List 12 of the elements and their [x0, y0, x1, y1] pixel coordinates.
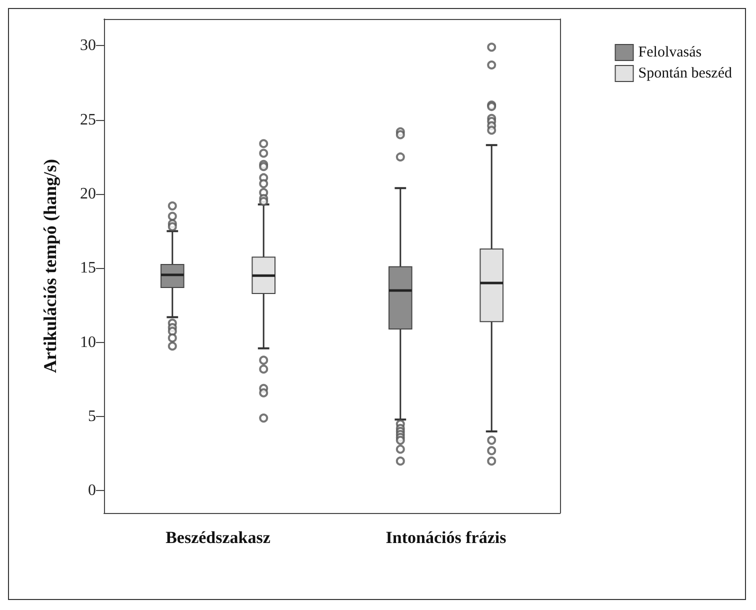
y-tick-label: 25 — [80, 111, 96, 128]
y-tick-label: 15 — [80, 260, 96, 277]
y-tick-label: 20 — [80, 186, 96, 203]
y-tick-label: 0 — [88, 482, 96, 500]
y-tick-label: 30 — [80, 37, 96, 54]
legend-label: Felolvasás — [638, 44, 702, 60]
legend-label: Spontán beszéd — [638, 66, 732, 82]
y-axis-title: Artikulációs tempó (hang/s) — [40, 158, 60, 374]
x-tick-label: Beszédszakasz — [166, 528, 271, 547]
y-tick-label: 5 — [88, 408, 96, 426]
y-tick-label: 10 — [80, 334, 96, 351]
x-tick-label: Intonációs frázis — [386, 528, 507, 547]
